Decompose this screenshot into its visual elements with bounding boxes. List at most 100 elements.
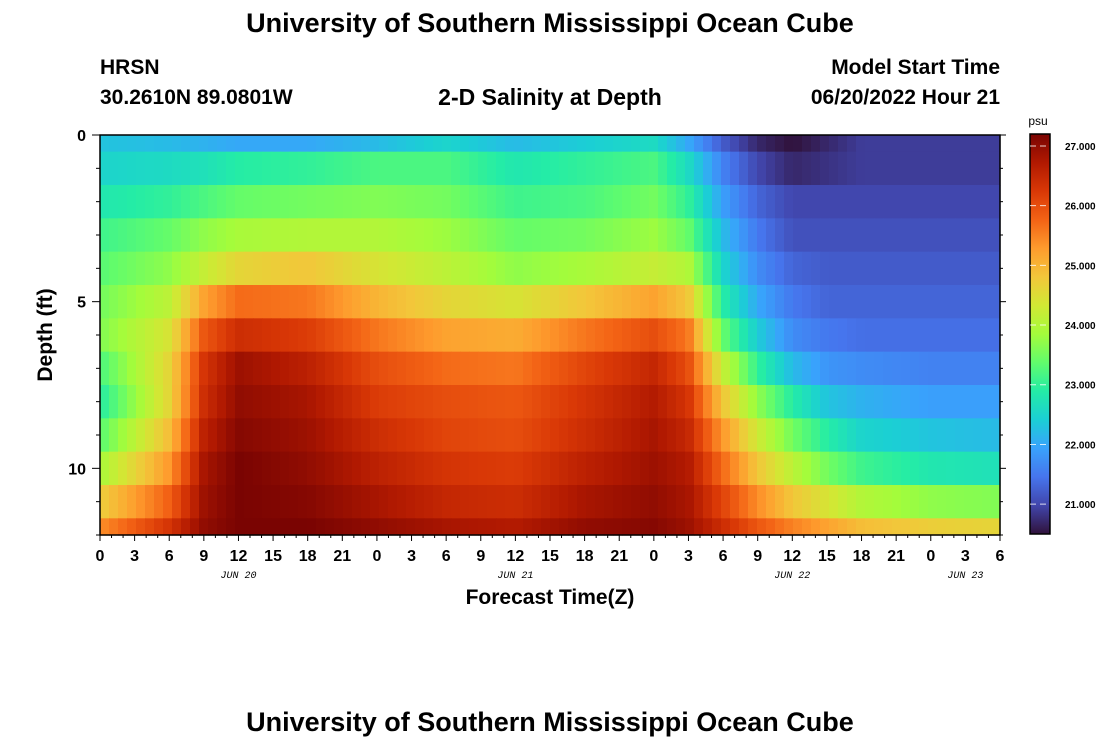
heatmap-cell (910, 351, 920, 386)
heatmap-cell (451, 485, 461, 519)
heatmap-cell (244, 285, 254, 319)
heatmap-cell (388, 351, 398, 386)
heatmap-cell (829, 518, 839, 536)
heatmap-cell (460, 318, 470, 353)
heatmap-cell (298, 385, 308, 419)
heatmap-cell (451, 518, 461, 536)
heatmap-cell (577, 251, 587, 286)
heatmap-cell (253, 185, 263, 219)
heatmap-cell (334, 518, 344, 536)
heatmap-cell (964, 485, 974, 519)
heatmap-cell (262, 418, 272, 453)
heatmap-cell (685, 385, 695, 419)
heatmap-cell (397, 451, 407, 486)
heatmap-cell (973, 351, 983, 386)
heatmap-cell (424, 135, 434, 153)
heatmap-cell (100, 351, 110, 386)
heatmap-cell (955, 318, 965, 353)
heatmap-cell (658, 518, 668, 536)
heatmap-cell (514, 185, 524, 219)
heatmap-cell (667, 351, 677, 386)
heatmap-cell (451, 185, 461, 219)
heatmap-cell (154, 385, 164, 419)
heatmap-cell (514, 385, 524, 419)
heatmap-cell (199, 135, 209, 153)
heatmap-cell (730, 135, 740, 153)
heatmap-cell (253, 518, 263, 536)
heatmap-cell (190, 485, 200, 519)
heatmap-cell (775, 518, 785, 536)
heatmap-cell (280, 135, 290, 153)
heatmap-cell (991, 251, 1001, 286)
heatmap-cell (496, 451, 506, 486)
heatmap-cell (937, 185, 947, 219)
heatmap-cell (748, 251, 758, 286)
heatmap-cell (289, 251, 299, 286)
heatmap-cell (865, 385, 875, 419)
heatmap-cell (397, 385, 407, 419)
heatmap-cell (865, 418, 875, 453)
heatmap-cell (649, 485, 659, 519)
heatmap-cell (262, 218, 272, 253)
heatmap-cell (640, 285, 650, 319)
heatmap-cell (442, 218, 452, 253)
heatmap-cell (235, 185, 245, 219)
heatmap-cell (838, 135, 848, 153)
heatmap-cell (199, 385, 209, 419)
heatmap-cell (280, 518, 290, 536)
heatmap-cell (955, 285, 965, 319)
heatmap-cell (460, 135, 470, 153)
heatmap-cell (973, 385, 983, 419)
heatmap-cell (415, 218, 425, 253)
heatmap-cell (262, 251, 272, 286)
heatmap-cell (667, 251, 677, 286)
heatmap-cell (415, 135, 425, 153)
heatmap-cell (667, 485, 677, 519)
colorbar-tick-label: 26.000 (1065, 202, 1096, 213)
heatmap-cell (649, 351, 659, 386)
heatmap-cell (127, 135, 137, 153)
heatmap-cell (118, 285, 128, 319)
heatmap-cell (136, 485, 146, 519)
heatmap-cell (730, 185, 740, 219)
y-tick-label: 10 (68, 461, 86, 478)
x-tick-label: 3 (130, 548, 139, 565)
heatmap-cell (703, 318, 713, 353)
heatmap-cell (703, 451, 713, 486)
heatmap-cell (163, 185, 173, 219)
heatmap-cell (748, 485, 758, 519)
heatmap-cell (172, 351, 182, 386)
heatmap-cell (109, 285, 119, 319)
heatmap-cell (343, 518, 353, 536)
heatmap-cell (595, 385, 605, 419)
heatmap-cell (721, 135, 731, 153)
colorbar-tick-label: 22.000 (1065, 440, 1096, 451)
heatmap-cell (946, 318, 956, 353)
heatmap-cell (100, 451, 110, 486)
heatmap-cell (595, 351, 605, 386)
heatmap-cell (289, 135, 299, 153)
heatmap-cell (496, 218, 506, 253)
heatmap-cell (748, 135, 758, 153)
heatmap-cell (586, 385, 596, 419)
heatmap-cell (838, 485, 848, 519)
heatmap-cell (478, 518, 488, 536)
heatmap-cell (442, 418, 452, 453)
heatmap-cell (919, 451, 929, 486)
heatmap-cell (253, 151, 263, 186)
heatmap-cell (937, 351, 947, 386)
heatmap-cell (352, 418, 362, 453)
heatmap-cell (487, 351, 497, 386)
heatmap-cell (973, 318, 983, 353)
heatmap-cell (937, 135, 947, 153)
x-tick-label: 0 (96, 548, 105, 565)
heatmap-cell (469, 418, 479, 453)
heatmap-cell (640, 418, 650, 453)
heatmap-cell (100, 285, 110, 319)
heatmap-cell (739, 135, 749, 153)
heatmap-cell (433, 251, 443, 286)
heatmap-cell (352, 185, 362, 219)
heatmap-cell (586, 251, 596, 286)
heatmap-cell (550, 218, 560, 253)
heatmap-cell (685, 251, 695, 286)
